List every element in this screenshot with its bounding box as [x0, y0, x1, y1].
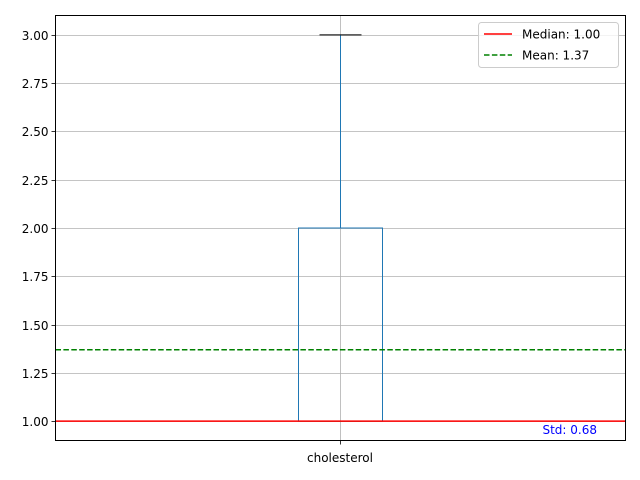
y-tick-label: 2.00	[22, 222, 49, 236]
std-annotation: Std: 0.68	[542, 423, 597, 437]
y-tick-label: 1.00	[22, 415, 49, 429]
legend-frame	[478, 22, 619, 68]
y-tick-label: 2.75	[22, 77, 49, 91]
legend: Median: 1.00 Mean: 1.37	[478, 22, 619, 68]
y-tick-label: 1.50	[22, 319, 49, 333]
axis-layer: 1.00 1.25 1.50 1.75 2.00 2.25 2.50 2.75 3.00	[22, 29, 341, 445]
x-tick-label: cholesterol	[307, 451, 373, 465]
reference-lines-layer	[55, 348, 626, 422]
y-tick-label: 3.00	[22, 29, 49, 43]
y-tick-label: 1.25	[22, 367, 49, 381]
legend-mean-label: Mean: 1.37	[522, 49, 589, 63]
y-tick-label: 2.50	[22, 125, 49, 139]
y-tick-label: 2.25	[22, 174, 49, 188]
y-tick-label: 1.75	[22, 270, 49, 284]
legend-median-label: Median: 1.00	[522, 28, 600, 42]
